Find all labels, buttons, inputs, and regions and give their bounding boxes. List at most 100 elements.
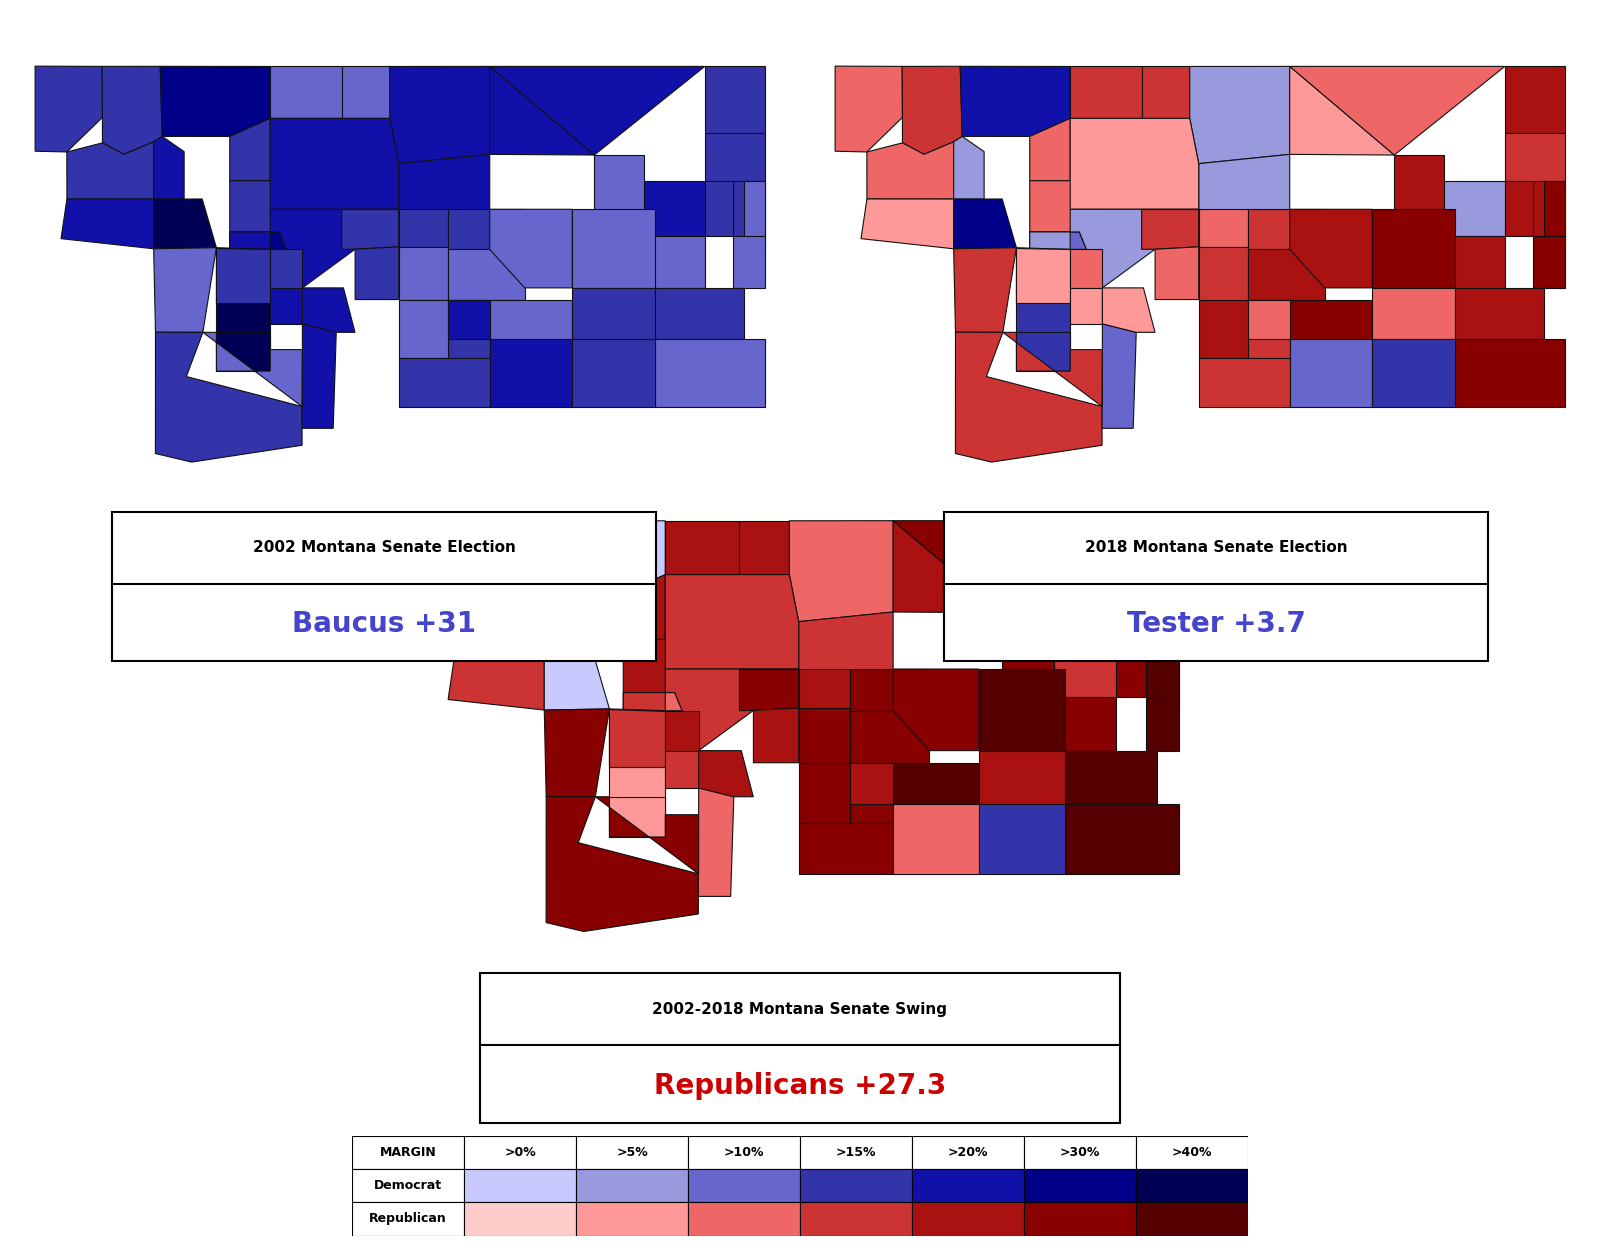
Bar [912,1202,1024,1236]
Polygon shape [1030,210,1155,288]
Polygon shape [1117,520,1179,590]
Polygon shape [733,181,765,236]
Polygon shape [1373,339,1454,407]
Polygon shape [342,66,390,119]
Bar [352,1136,464,1169]
Polygon shape [850,710,930,763]
Text: Republicans +27.3: Republicans +27.3 [654,1072,946,1099]
Text: 2002-2018 Montana Senate Swing: 2002-2018 Montana Senate Swing [653,1002,947,1017]
Text: 2002 Montana Senate Election: 2002 Montana Senate Election [253,540,515,555]
Polygon shape [850,763,893,804]
Polygon shape [216,247,270,303]
Polygon shape [850,763,893,824]
Polygon shape [1064,750,1157,804]
Polygon shape [61,198,154,248]
Polygon shape [1117,639,1146,698]
Polygon shape [744,181,765,248]
Polygon shape [1198,358,1290,407]
Polygon shape [270,250,302,288]
Bar [800,1169,912,1202]
Bar [1136,1169,1248,1202]
Bar [688,1136,800,1169]
Polygon shape [1190,66,1290,163]
Polygon shape [1506,134,1565,181]
Polygon shape [1064,804,1179,874]
Bar [576,1202,688,1236]
Polygon shape [610,796,666,837]
Polygon shape [1030,181,1102,232]
Polygon shape [979,669,1064,750]
Polygon shape [230,210,355,288]
Polygon shape [610,709,666,766]
Polygon shape [355,247,398,300]
Polygon shape [1102,288,1155,332]
Bar [800,1136,912,1169]
Polygon shape [1016,247,1070,303]
Polygon shape [798,824,893,874]
Polygon shape [546,796,698,931]
Bar [800,1202,912,1236]
Polygon shape [491,520,554,612]
Polygon shape [270,66,342,119]
Bar [576,1136,688,1169]
Polygon shape [789,520,893,622]
Polygon shape [1016,303,1070,349]
Polygon shape [666,750,699,787]
Polygon shape [1070,119,1198,210]
Polygon shape [698,787,734,896]
Bar [1136,1136,1248,1169]
Polygon shape [454,599,544,659]
Text: 2018 Montana Senate Election: 2018 Montana Senate Election [1085,540,1347,555]
Polygon shape [1198,300,1248,358]
Polygon shape [490,300,573,339]
Polygon shape [960,66,1070,136]
Polygon shape [1506,181,1533,236]
Text: Tester +3.7: Tester +3.7 [1126,610,1306,638]
Polygon shape [270,288,302,323]
Polygon shape [666,520,739,574]
Polygon shape [624,574,666,639]
Polygon shape [754,708,798,763]
Polygon shape [390,66,490,163]
Polygon shape [610,766,666,815]
Polygon shape [798,763,850,824]
Polygon shape [490,66,706,155]
Polygon shape [654,339,765,407]
Bar [912,1169,1024,1202]
Polygon shape [1142,66,1190,119]
Text: Democrat: Democrat [374,1179,442,1192]
Polygon shape [1373,210,1454,288]
Polygon shape [893,520,1002,613]
Polygon shape [1248,250,1325,300]
Bar [912,1136,1024,1169]
Polygon shape [902,66,962,155]
Polygon shape [342,210,448,247]
Polygon shape [102,66,162,155]
Text: >0%: >0% [504,1146,536,1159]
Polygon shape [739,669,850,708]
Polygon shape [302,288,355,332]
Text: >5%: >5% [616,1146,648,1159]
Polygon shape [666,710,699,750]
Polygon shape [955,332,1102,462]
Polygon shape [1394,155,1445,236]
Polygon shape [1142,210,1248,247]
Polygon shape [733,236,765,288]
Bar [464,1169,576,1202]
Text: >10%: >10% [723,1146,765,1159]
Polygon shape [645,236,706,288]
Bar [688,1202,800,1236]
Polygon shape [203,332,302,407]
Polygon shape [1544,181,1565,248]
Polygon shape [1053,698,1117,750]
Polygon shape [1070,66,1142,119]
Polygon shape [867,142,954,200]
Polygon shape [1146,639,1179,698]
Polygon shape [1248,210,1325,250]
Bar [464,1136,576,1169]
Polygon shape [398,300,448,358]
Polygon shape [979,750,1064,804]
Polygon shape [1117,590,1179,639]
Polygon shape [154,198,216,248]
Polygon shape [835,66,902,152]
